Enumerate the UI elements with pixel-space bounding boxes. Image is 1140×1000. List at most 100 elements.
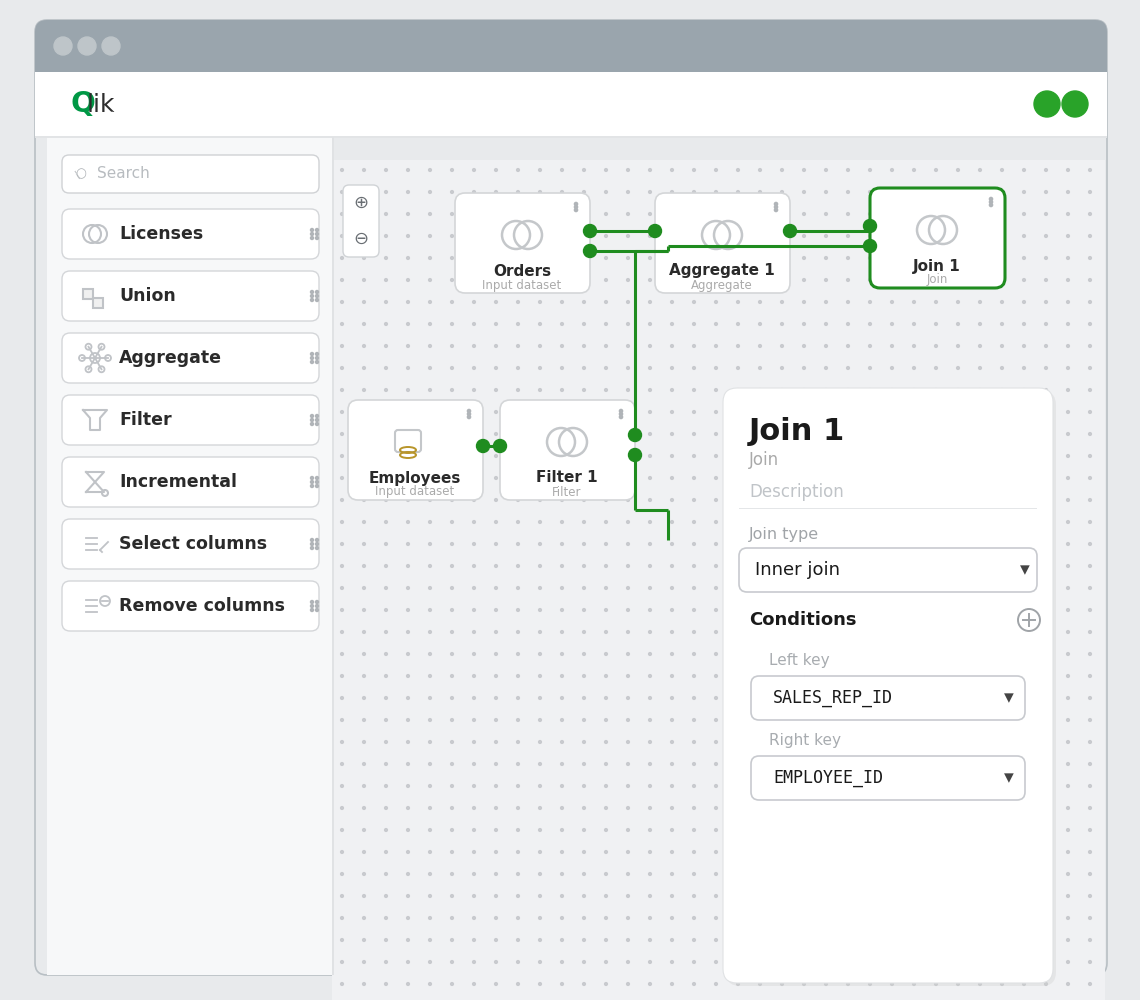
Circle shape — [316, 538, 318, 542]
Circle shape — [1044, 345, 1048, 347]
Circle shape — [890, 411, 894, 413]
Circle shape — [978, 279, 982, 281]
Circle shape — [1089, 323, 1091, 325]
Bar — [93, 298, 103, 308]
Circle shape — [978, 565, 982, 567]
Circle shape — [670, 675, 674, 677]
Circle shape — [649, 433, 651, 435]
Circle shape — [538, 455, 541, 457]
Circle shape — [316, 353, 318, 356]
Circle shape — [627, 367, 629, 369]
Circle shape — [341, 631, 343, 633]
Circle shape — [1067, 983, 1069, 985]
Circle shape — [429, 895, 431, 897]
Circle shape — [869, 719, 871, 721]
Circle shape — [715, 873, 717, 875]
Circle shape — [935, 257, 937, 259]
Circle shape — [824, 169, 828, 171]
Circle shape — [1001, 411, 1003, 413]
Circle shape — [538, 301, 541, 303]
Circle shape — [869, 345, 871, 347]
Circle shape — [363, 411, 366, 413]
Circle shape — [341, 697, 343, 699]
Circle shape — [978, 719, 982, 721]
Circle shape — [583, 279, 586, 281]
Circle shape — [316, 608, 318, 611]
Circle shape — [341, 301, 343, 303]
Circle shape — [913, 389, 915, 391]
Circle shape — [583, 631, 586, 633]
Circle shape — [1044, 455, 1048, 457]
Circle shape — [1044, 697, 1048, 699]
Circle shape — [1044, 433, 1048, 435]
Circle shape — [1001, 807, 1003, 809]
Circle shape — [693, 807, 695, 809]
Circle shape — [384, 499, 388, 501]
Circle shape — [935, 587, 937, 589]
Circle shape — [736, 411, 740, 413]
Circle shape — [824, 609, 828, 611]
Circle shape — [561, 675, 563, 677]
Circle shape — [1001, 543, 1003, 545]
Circle shape — [774, 202, 777, 206]
Circle shape — [978, 389, 982, 391]
Circle shape — [384, 873, 388, 875]
Circle shape — [407, 939, 409, 941]
Circle shape — [913, 829, 915, 831]
Circle shape — [384, 323, 388, 325]
Circle shape — [649, 257, 651, 259]
Text: Licenses: Licenses — [119, 225, 203, 243]
Circle shape — [956, 785, 960, 787]
Circle shape — [803, 411, 805, 413]
Circle shape — [516, 609, 520, 611]
Circle shape — [978, 345, 982, 347]
Circle shape — [715, 785, 717, 787]
Circle shape — [604, 917, 608, 919]
Circle shape — [956, 169, 960, 171]
FancyBboxPatch shape — [62, 333, 319, 383]
Circle shape — [803, 829, 805, 831]
Circle shape — [935, 983, 937, 985]
Circle shape — [758, 983, 762, 985]
Circle shape — [363, 763, 366, 765]
Circle shape — [1023, 323, 1025, 325]
Circle shape — [407, 389, 409, 391]
Circle shape — [450, 433, 454, 435]
Circle shape — [758, 235, 762, 237]
Circle shape — [736, 631, 740, 633]
Circle shape — [429, 345, 431, 347]
Circle shape — [583, 433, 586, 435]
Circle shape — [824, 653, 828, 655]
Circle shape — [803, 565, 805, 567]
Circle shape — [935, 323, 937, 325]
Circle shape — [935, 961, 937, 963]
Circle shape — [715, 917, 717, 919]
Circle shape — [649, 851, 651, 853]
Circle shape — [384, 697, 388, 699]
Circle shape — [516, 697, 520, 699]
Circle shape — [561, 631, 563, 633]
Circle shape — [869, 213, 871, 215]
Circle shape — [847, 807, 849, 809]
Circle shape — [384, 983, 388, 985]
Circle shape — [363, 477, 366, 479]
Circle shape — [869, 653, 871, 655]
Circle shape — [913, 983, 915, 985]
Circle shape — [693, 279, 695, 281]
Circle shape — [693, 213, 695, 215]
Circle shape — [736, 895, 740, 897]
Circle shape — [363, 983, 366, 985]
Circle shape — [1089, 411, 1091, 413]
Text: Left key: Left key — [770, 652, 830, 668]
Circle shape — [935, 345, 937, 347]
Circle shape — [824, 829, 828, 831]
Circle shape — [310, 422, 314, 426]
Circle shape — [516, 873, 520, 875]
Circle shape — [1044, 807, 1048, 809]
Circle shape — [715, 301, 717, 303]
Text: lik: lik — [87, 93, 115, 117]
Circle shape — [715, 257, 717, 259]
Circle shape — [758, 631, 762, 633]
Circle shape — [101, 37, 120, 55]
Circle shape — [384, 477, 388, 479]
